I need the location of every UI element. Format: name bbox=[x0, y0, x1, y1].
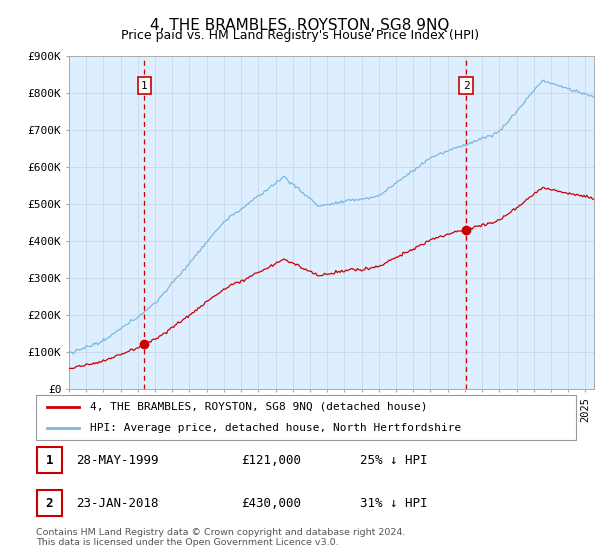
Text: Price paid vs. HM Land Registry's House Price Index (HPI): Price paid vs. HM Land Registry's House … bbox=[121, 29, 479, 42]
Text: 2: 2 bbox=[463, 81, 469, 91]
Text: 28-MAY-1999: 28-MAY-1999 bbox=[77, 454, 159, 467]
Text: Contains HM Land Registry data © Crown copyright and database right 2024.
This d: Contains HM Land Registry data © Crown c… bbox=[36, 528, 406, 547]
Text: 1: 1 bbox=[141, 81, 148, 91]
Text: 31% ↓ HPI: 31% ↓ HPI bbox=[360, 497, 427, 510]
Text: 4, THE BRAMBLES, ROYSTON, SG8 9NQ: 4, THE BRAMBLES, ROYSTON, SG8 9NQ bbox=[151, 18, 449, 33]
Text: £121,000: £121,000 bbox=[241, 454, 301, 467]
Text: 4, THE BRAMBLES, ROYSTON, SG8 9NQ (detached house): 4, THE BRAMBLES, ROYSTON, SG8 9NQ (detac… bbox=[90, 402, 427, 412]
Text: £430,000: £430,000 bbox=[241, 497, 301, 510]
Bar bbox=[37, 490, 62, 516]
Bar bbox=[37, 447, 62, 473]
Text: 2: 2 bbox=[46, 497, 53, 510]
Text: 25% ↓ HPI: 25% ↓ HPI bbox=[360, 454, 427, 467]
Text: 23-JAN-2018: 23-JAN-2018 bbox=[77, 497, 159, 510]
Text: 1: 1 bbox=[46, 454, 53, 467]
Text: HPI: Average price, detached house, North Hertfordshire: HPI: Average price, detached house, Nort… bbox=[90, 422, 461, 432]
